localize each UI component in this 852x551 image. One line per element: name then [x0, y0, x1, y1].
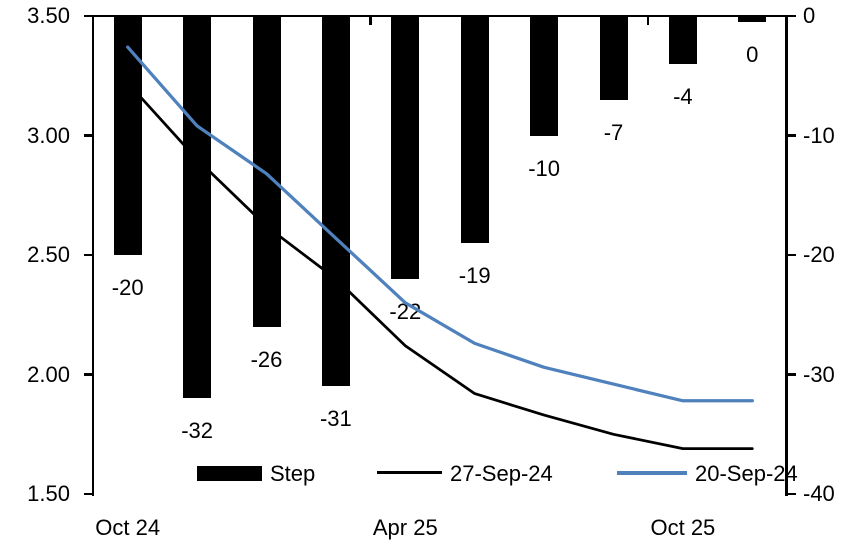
right-axis-tick-label: -30 [803, 361, 835, 387]
left-axis-tick-label: 3.00 [27, 122, 70, 148]
left-axis-tick-label: 3.50 [27, 3, 70, 28]
legend-label: 20-Sep-24 [695, 461, 798, 486]
series-line-27-Sep-24 [126, 81, 754, 450]
step-bar-data-label: -7 [603, 119, 624, 145]
right-axis-tick [787, 14, 796, 18]
right-axis-line [785, 14, 788, 497]
left-axis-tick [84, 253, 93, 257]
x-axis-tick-label: Apr 25 [372, 515, 438, 540]
step-bar [530, 16, 559, 136]
left-axis-tick-label: 2.00 [27, 361, 70, 387]
step-bar [738, 16, 767, 22]
legend-item-Step: Step [197, 461, 387, 486]
left-axis-tick [84, 373, 93, 376]
left-axis-tick-label: 1.50 [27, 481, 70, 506]
legend-line-swatch [377, 471, 442, 474]
zero-baseline [93, 14, 788, 18]
left-axis-tick-label: 2.50 [27, 242, 70, 267]
step-bar [391, 16, 420, 279]
step-bar [599, 16, 628, 100]
legend-line-swatch [617, 471, 687, 475]
step-bar [668, 16, 697, 64]
right-axis-tick-label: -40 [803, 481, 835, 506]
legend-label: 27-Sep-24 [450, 461, 553, 486]
legend-item-20-Sep-24: 20-Sep-24 [617, 461, 807, 486]
right-axis-tick [787, 134, 796, 137]
step-bar-data-label: -10 [528, 155, 560, 181]
right-axis-tick [787, 253, 796, 257]
right-axis-tick-label: -20 [803, 242, 835, 267]
step-bar-data-label: -31 [319, 406, 352, 432]
step-bar-data-label: -19 [458, 263, 491, 289]
step-bar-data-label: -4 [673, 83, 693, 109]
right-axis-tick-label: -10 [803, 122, 835, 148]
category-axis-tick [369, 16, 372, 25]
right-axis-tick [787, 373, 796, 376]
step-bar [460, 16, 489, 244]
step-bar-data-label: -26 [250, 346, 283, 372]
category-axis-tick [646, 16, 650, 25]
legend-item-27-Sep-24: 27-Sep-24 [377, 461, 567, 486]
left-axis-tick [84, 492, 93, 496]
x-axis-tick-label: Oct 24 [95, 515, 161, 540]
step-bar-data-label: -20 [111, 275, 144, 300]
step-bar [252, 16, 281, 327]
right-axis-tick-label: 0 [803, 3, 816, 28]
legend-bar-swatch [197, 466, 262, 481]
right-axis-tick [787, 492, 796, 496]
step-bar-data-label: -32 [181, 418, 213, 444]
step-bar [321, 16, 350, 387]
legend-label: Step [270, 461, 316, 486]
left-axis-tick [84, 134, 93, 137]
step-bar-data-label: 0 [746, 41, 759, 67]
series-line-20-Sep-24 [126, 45, 754, 403]
left-axis-tick [84, 14, 93, 18]
step-bar [183, 16, 212, 399]
x-axis-tick-label: Oct 25 [650, 515, 716, 540]
